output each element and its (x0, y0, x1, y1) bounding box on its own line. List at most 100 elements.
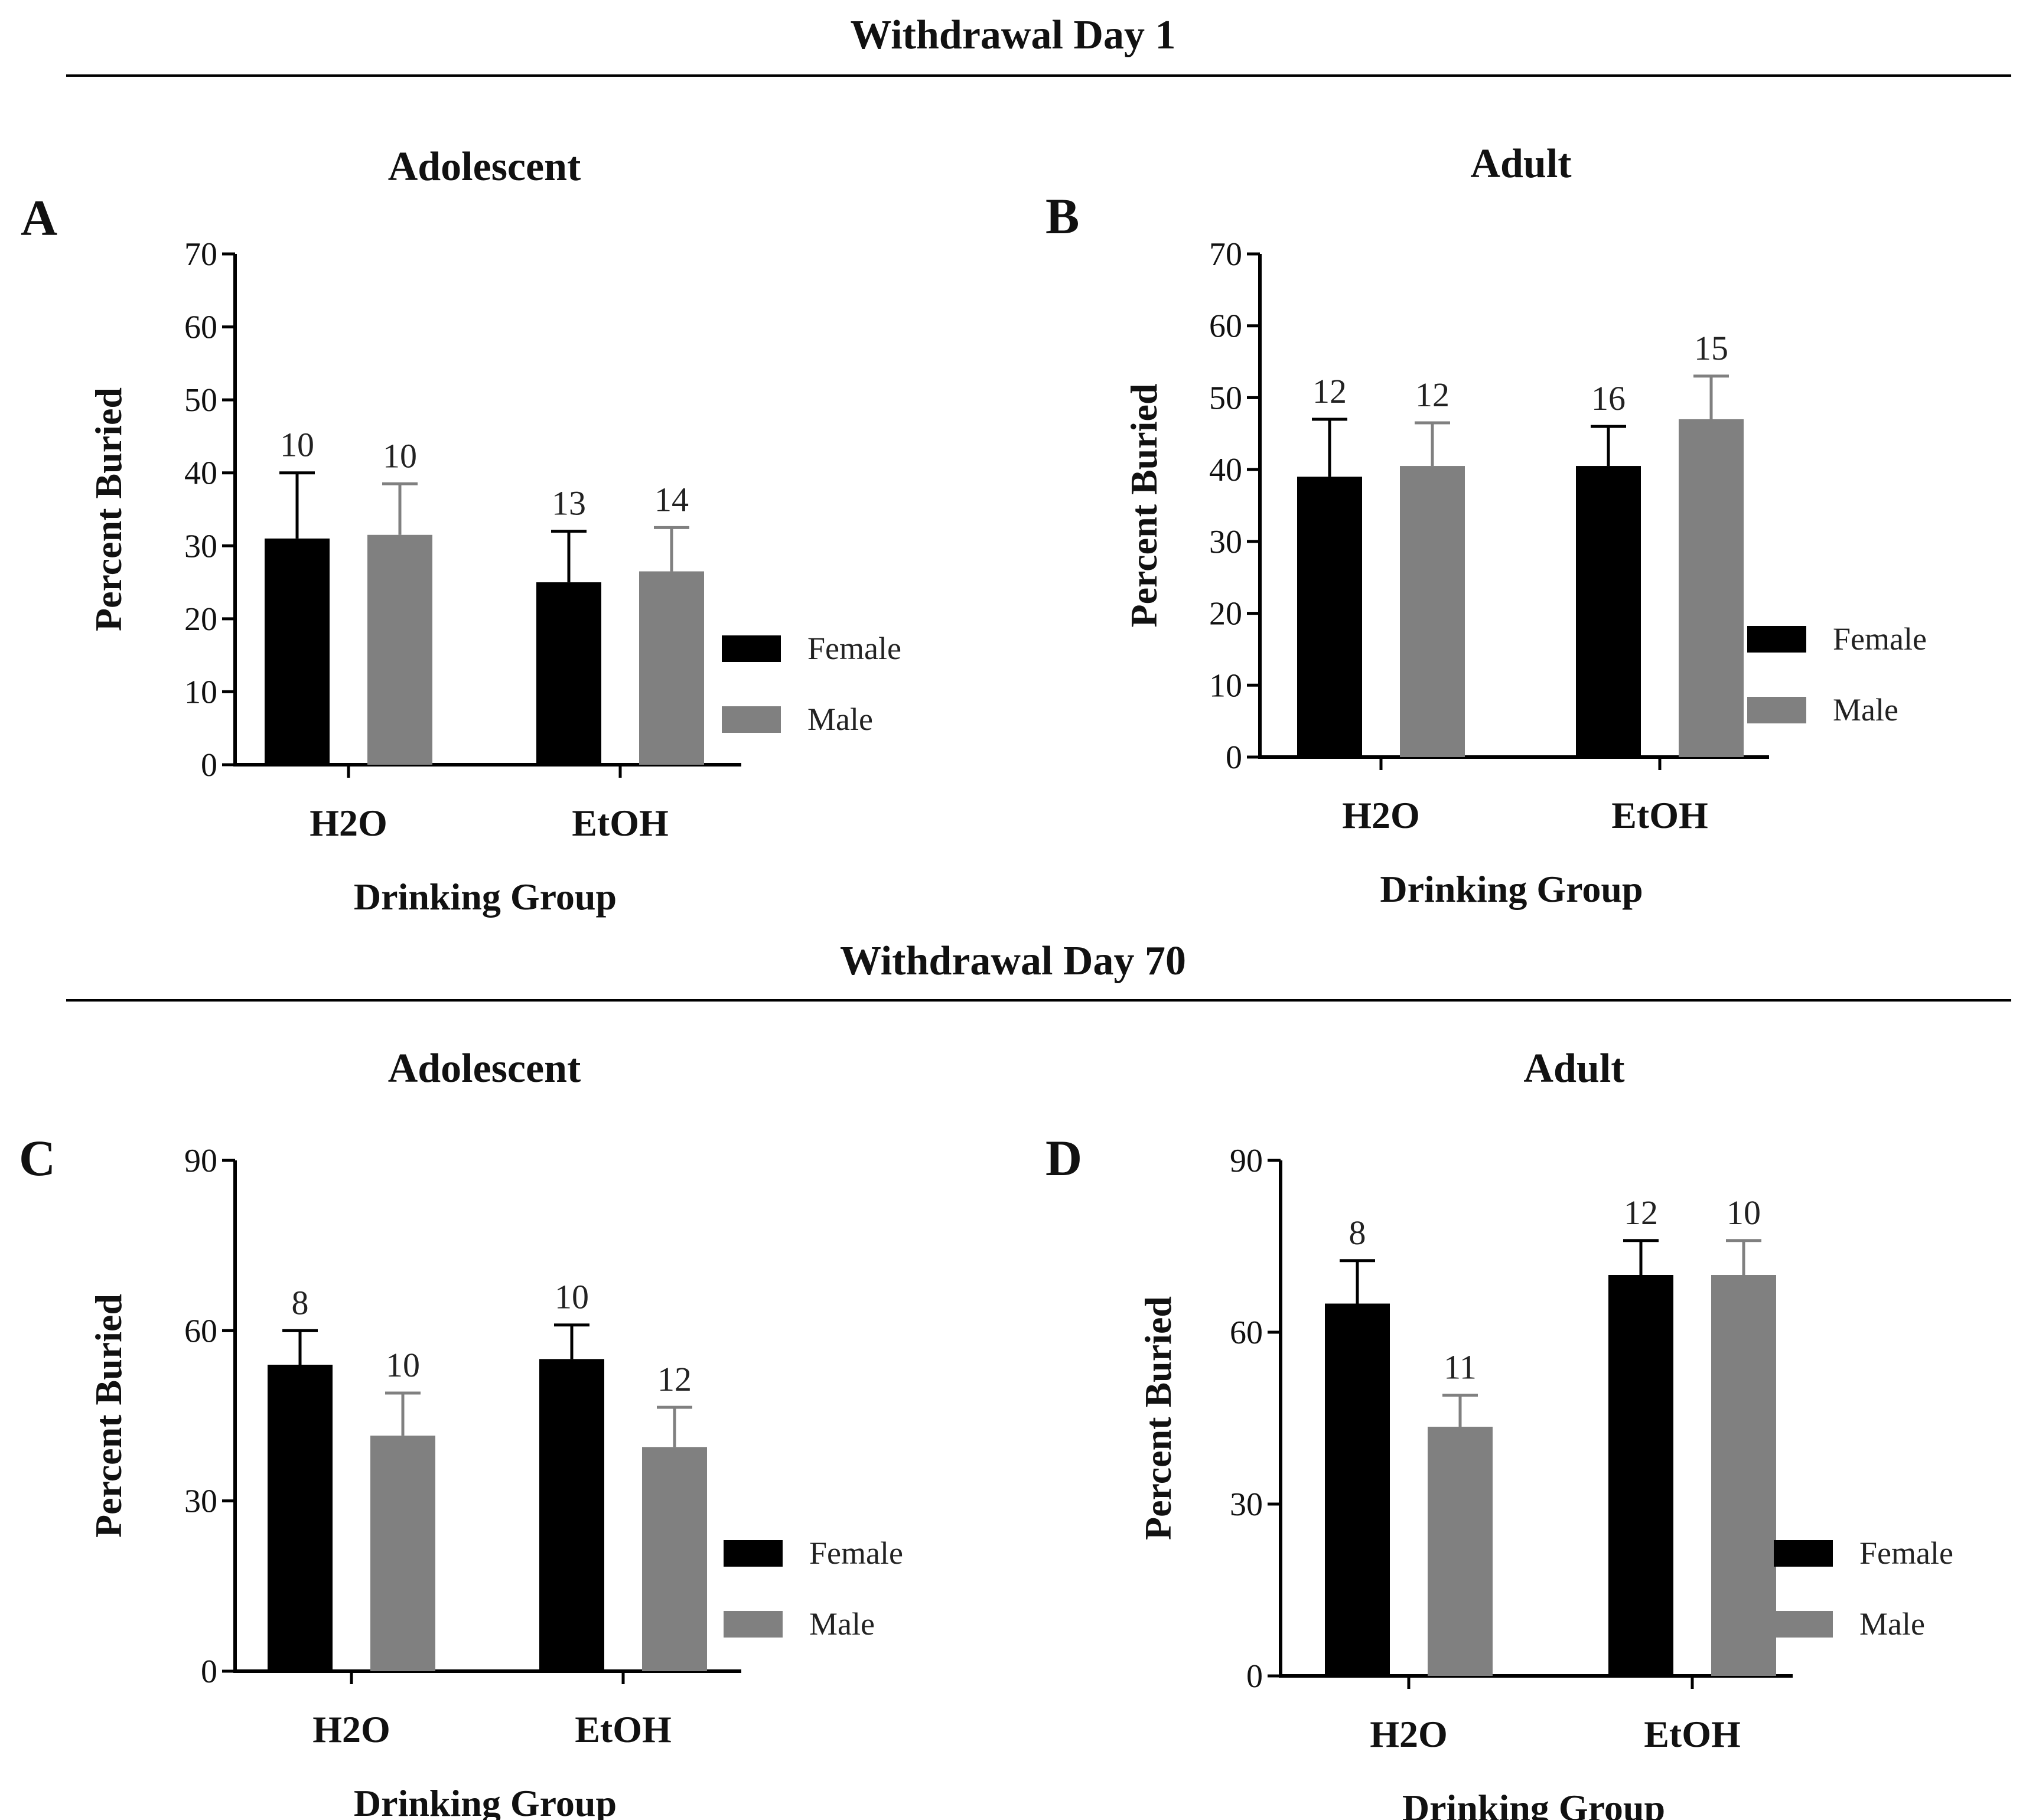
bar-male (367, 534, 432, 765)
legend-label-female: Female (809, 1535, 903, 1571)
y-axis-title: Percent Buried (87, 387, 129, 631)
n-label: 12 (1312, 372, 1347, 410)
legend-swatch-female (722, 635, 781, 662)
panel-letter: D (1045, 1130, 1082, 1186)
legend-label-female: Female (1859, 1535, 1953, 1571)
y-tick-label: 10 (184, 674, 217, 710)
bar-male (1711, 1275, 1776, 1676)
legend-swatch-female (1747, 626, 1806, 653)
panel-letter: B (1045, 188, 1079, 244)
y-tick-label: 0 (1226, 739, 1242, 776)
panel-c: C Adolescent 0 30 60 90 Percent Buried H2O EtOH D… (19, 1046, 903, 1820)
panel-letter: C (19, 1130, 56, 1186)
n-label: 10 (383, 436, 417, 475)
y-tick-label: 30 (184, 528, 217, 565)
bar-male (1428, 1427, 1493, 1676)
n-label: 16 (1591, 379, 1626, 418)
bar-male (370, 1436, 435, 1671)
x-category-label: H2O (1342, 794, 1420, 836)
panel-title: Adolescent (388, 1046, 581, 1091)
y-tick-label: 60 (1209, 308, 1242, 345)
y-tick-label: 60 (1230, 1315, 1263, 1351)
y-tick-label: 70 (1209, 236, 1242, 273)
bar-female (1608, 1275, 1673, 1676)
bar-male (639, 571, 704, 765)
x-category-label: H2O (310, 802, 387, 844)
y-tick-label: 70 (184, 236, 217, 273)
x-category-label: EtOH (1644, 1713, 1741, 1755)
section-title-day70: Withdrawal Day 70 (840, 938, 1186, 984)
n-label: 11 (1444, 1348, 1477, 1387)
n-label: 10 (386, 1346, 420, 1384)
n-label: 15 (1694, 329, 1728, 367)
y-tick-label: 40 (1209, 452, 1242, 488)
legend-swatch-male (1747, 697, 1806, 723)
n-label: 8 (292, 1283, 309, 1322)
bar-female (536, 582, 601, 765)
panel-title: Adolescent (388, 144, 581, 190)
y-tick-label: 50 (184, 382, 217, 419)
y-tick-label: 90 (1230, 1143, 1263, 1179)
y-tick-label: 0 (201, 1653, 217, 1690)
y-axis-title: Percent Buried (1123, 384, 1165, 628)
bar-female (1325, 1303, 1390, 1676)
y-tick-label: 90 (184, 1143, 217, 1179)
panel-d: D Adult 0 30 60 90 Percent Buried H2O EtOH Drinki… (1045, 1046, 1953, 1820)
panel-title: Adult (1470, 141, 1571, 187)
bar-female (265, 538, 330, 765)
y-tick-label: 30 (184, 1483, 217, 1520)
y-tick-label: 10 (1209, 667, 1242, 704)
x-axis-title: Drinking Group (1380, 868, 1643, 910)
y-tick-label: 60 (184, 1313, 217, 1349)
panel-b: B Adult 0 10 20 30 40 50 60 70 Percent Buried H2O Et… (1045, 141, 1927, 910)
y-tick-label: 0 (201, 747, 217, 784)
panel-letter: A (21, 190, 57, 246)
legend-label-female: Female (1833, 621, 1927, 657)
x-axis-title: Drinking Group (1402, 1787, 1665, 1820)
legend-label-male: Male (1833, 692, 1898, 728)
bar-male (642, 1447, 707, 1671)
y-axis-title: Percent Buried (87, 1294, 129, 1538)
n-label: 12 (1415, 376, 1450, 414)
y-axis-title: Percent Buried (1137, 1296, 1179, 1540)
bar-female (1297, 477, 1362, 757)
y-tick-label: 0 (1246, 1658, 1263, 1695)
legend-swatch-male (722, 706, 781, 733)
legend-swatch-female (724, 1540, 783, 1567)
x-category-label: H2O (1370, 1713, 1448, 1755)
bar-female (268, 1365, 333, 1671)
y-tick-label: 40 (184, 455, 217, 492)
n-label: 10 (555, 1278, 589, 1316)
n-label: 10 (280, 426, 314, 464)
y-tick-label: 20 (184, 601, 217, 638)
x-category-label: EtOH (1611, 794, 1708, 836)
panel-a: A Adolescent 0 10 20 30 40 50 60 70 Percent Buried… (21, 144, 901, 918)
legend-swatch-male (724, 1611, 783, 1638)
n-label: 13 (552, 484, 586, 523)
legend-label-male: Male (1859, 1606, 1925, 1642)
y-tick-label: 30 (1209, 524, 1242, 560)
section-title-day1: Withdrawal Day 1 (851, 12, 1176, 58)
legend-swatch-male (1774, 1611, 1833, 1638)
y-tick-label: 20 (1209, 596, 1242, 632)
panel-title: Adult (1523, 1046, 1624, 1091)
n-label: 14 (654, 480, 689, 518)
y-tick-label: 30 (1230, 1486, 1263, 1523)
x-axis-title: Drinking Group (354, 876, 617, 918)
n-label: 12 (657, 1360, 692, 1398)
y-tick-label: 50 (1209, 380, 1242, 416)
bar-male (1400, 466, 1465, 757)
x-category-label: EtOH (572, 802, 669, 844)
bar-female (539, 1359, 604, 1671)
n-label: 10 (1727, 1193, 1761, 1232)
legend-label-male: Male (809, 1606, 875, 1642)
legend-label-female: Female (807, 631, 901, 666)
n-label: 12 (1624, 1193, 1658, 1232)
y-tick-label: 60 (184, 309, 217, 346)
legend-label-male: Male (807, 702, 873, 737)
legend-swatch-female (1774, 1540, 1833, 1567)
n-label: 8 (1349, 1214, 1366, 1252)
x-axis-title: Drinking Group (354, 1782, 617, 1820)
bar-female (1576, 466, 1641, 757)
